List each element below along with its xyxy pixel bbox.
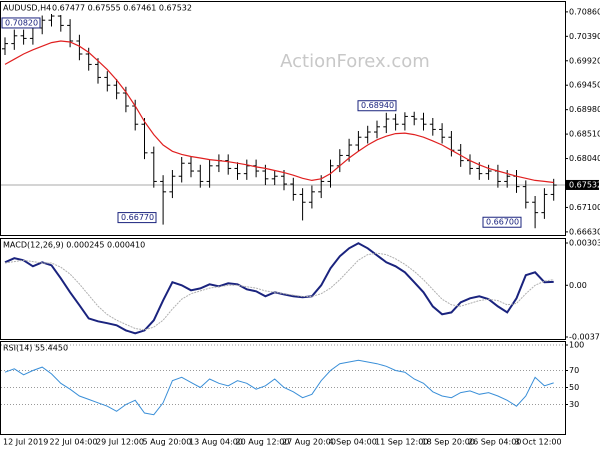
annotation-label: 0.66770 [121,213,154,222]
x-tick-label: 4 Sep 04:00 [329,438,377,447]
annotation-label: 0.66700 [486,218,519,227]
annotation-box [357,100,397,112]
x-tick-label: 27 Aug 20:00 [282,438,336,447]
x-tick-label: 22 Jul 04:00 [50,438,98,447]
quote-values: 0.67477 0.67555 0.67461 0.67532 [52,4,192,13]
x-tick-label: 12 Jul 2019 [3,438,48,447]
y-tick-label: 50 [569,383,579,392]
x-tick-label: 5 Aug 20:00 [143,438,192,447]
y-tick-label: 0.68510 [569,130,600,139]
y-tick-label: 0.003031 [569,239,600,248]
last-price-box [566,179,599,190]
chart-title: AUDUSD,H4 [3,4,51,13]
x-tick-label: 18 Sep 20:00 [422,438,475,447]
y-tick-label: 0.66630 [569,227,600,236]
y-tick-label: 0.69450 [569,81,600,90]
annotation-box [117,212,157,224]
y-tick-label: 30 [569,400,579,409]
annotation-box [1,17,41,29]
y-tick-label: 0.70390 [569,32,600,41]
y-tick-label: 0.67100 [569,203,600,212]
y-tick-label: 0.70860 [569,7,600,16]
x-tick-label: 26 Sep 04:00 [468,438,521,447]
watermark: ActionForex.com [280,51,430,72]
x-tick-label: 29 Jul 12:00 [96,438,144,447]
rsi-title: RSI(14) 55.4450 [3,344,68,353]
y-tick-label: -0.003706 [569,333,600,342]
x-tick-label: 3 Oct 12:00 [515,438,562,447]
price-panel [0,1,566,236]
y-tick-label: 0.68980 [569,105,600,114]
macd-title: MACD(12,26,9) 0.000245 0.000410 [3,241,145,250]
y-tick-label: 70 [569,366,579,375]
series-line [4,252,554,331]
macd-panel [0,238,566,340]
x-tick-label: 11 Sep 12:00 [375,438,428,447]
y-tick-label: 0.69920 [569,56,600,65]
y-tick-label: 0.68040 [569,154,600,163]
last-price-label: 0.67532 [569,180,600,189]
annotation-label: 0.68940 [361,101,394,110]
moving-average [4,40,554,184]
annotation-box [482,216,522,228]
y-tick-label: 100 [569,341,584,350]
x-tick-label: 13 Aug 04:00 [189,438,243,447]
y-tick-label: 0.00 [569,281,587,290]
x-tick-label: 20 Aug 12:00 [236,438,290,447]
series-line [4,359,554,416]
series-line [4,242,554,335]
annotation-label: 0.70820 [5,18,38,27]
